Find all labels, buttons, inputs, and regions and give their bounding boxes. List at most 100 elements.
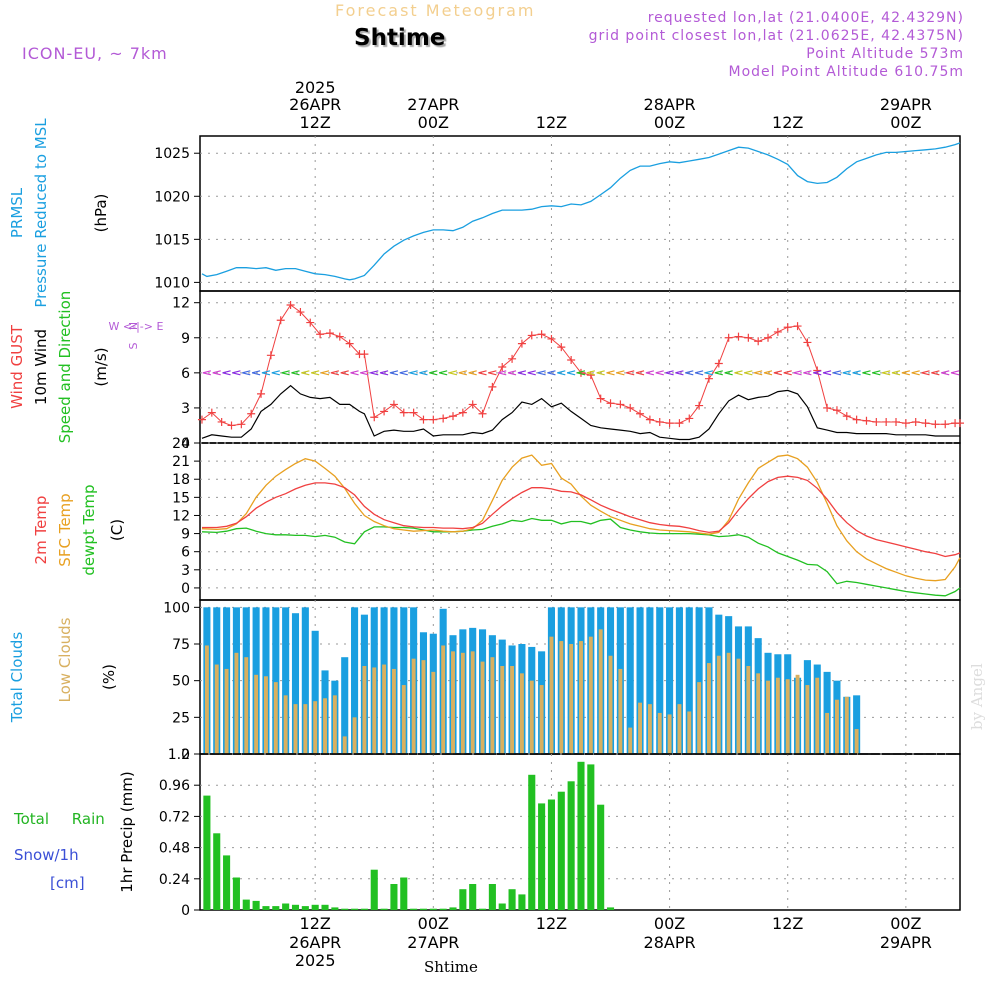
total-cloud-bar — [311, 630, 319, 754]
dewpt-label: dewpt Temp — [80, 484, 98, 575]
low-cloud-bar — [391, 668, 396, 754]
low-cloud-bar — [677, 704, 682, 754]
wind-dir-arrow — [350, 370, 359, 376]
low-cloud-bar — [834, 699, 839, 754]
rain-bar — [262, 906, 270, 910]
wind-dir-arrow — [537, 370, 546, 376]
bottom-hour-label: 00Z — [654, 914, 685, 933]
gust-marker — [399, 408, 408, 417]
wind-dir-arrow — [596, 370, 605, 376]
low-cloud-bar — [805, 685, 810, 754]
low-cloud-bar — [342, 736, 347, 754]
bottom-year-label: 2025 — [295, 951, 336, 970]
wind-dir-arrow — [655, 370, 664, 376]
rain-bar — [488, 884, 496, 910]
wind-label: 10m Wind — [32, 329, 50, 405]
gust-marker — [941, 420, 950, 429]
panel-temperature: 0 3 6 9 12 15 18 21 24 — [172, 436, 961, 601]
total-cloud-bar — [636, 607, 644, 754]
y-tick-label: 100 — [163, 600, 190, 616]
rain-bar — [272, 906, 280, 910]
low-cloud-bar — [323, 698, 327, 754]
gust-marker — [419, 415, 428, 424]
low-cloud-bar — [490, 657, 495, 754]
rain-bar — [232, 877, 240, 910]
low-cloud-bar — [667, 714, 672, 754]
low-cloud-bar — [795, 674, 800, 754]
requested-coords: requested lon,lat (21.0400E, 42.4329N) — [647, 10, 964, 26]
gust-marker — [335, 332, 344, 341]
y-tick-label: 6 — [181, 366, 190, 382]
gust-marker — [207, 408, 216, 417]
gust-marker — [547, 334, 556, 343]
gust-marker — [645, 415, 654, 424]
wind-dir-label: Speed and Direction — [56, 291, 74, 444]
low-cloud-bar — [362, 666, 367, 754]
gust-line — [201, 304, 960, 427]
wind-dir-arrow — [507, 370, 517, 376]
wind-dir-arrow — [606, 370, 615, 376]
y-tick-label: 1010 — [154, 275, 190, 291]
rain-bar — [351, 908, 359, 910]
y-tick-label: 1020 — [154, 189, 190, 205]
low-cloud-bar — [579, 641, 583, 754]
gust-marker — [439, 414, 448, 423]
bottom-date-label: 28APR — [644, 933, 696, 952]
y-tick-label: 0 — [181, 747, 190, 763]
rain-bar — [597, 804, 605, 910]
temp2m-label: 2m Temp — [32, 496, 50, 565]
wind-dir-arrow — [803, 370, 812, 376]
low-cloud-bar — [559, 641, 564, 754]
bottom-hour-label: 00Z — [890, 914, 921, 933]
rain-bar — [282, 903, 290, 910]
low-cloud-bar — [608, 655, 613, 754]
rain-bar — [203, 795, 211, 910]
low-cloud-bar — [529, 680, 534, 754]
dewpt-line — [201, 517, 961, 597]
y-tick-label: 6 — [181, 545, 190, 561]
rain-bar — [321, 904, 329, 910]
wind-dir-arrow — [616, 370, 625, 376]
low-cloud-bar — [273, 682, 278, 754]
y-tick-label: 1.2 — [168, 747, 190, 763]
gust-marker — [276, 316, 285, 325]
gust-marker — [586, 371, 595, 380]
bottom-date-label: 29APR — [880, 933, 932, 952]
top-year-label: 2025 — [295, 78, 336, 97]
low-cloud-bar — [775, 677, 780, 754]
pressure-label-long: Pressure Reduced to MSL — [32, 118, 50, 308]
low-cloud-bar — [785, 679, 790, 754]
gust-marker — [296, 308, 305, 317]
sfctemp-line — [201, 454, 961, 582]
rain-bar — [360, 908, 368, 910]
y-tick-label: 9 — [181, 527, 190, 543]
gust-marker — [508, 354, 517, 363]
total-cloud-label: Total Clouds — [8, 632, 26, 724]
sfctemp-label: SFC Temp — [56, 493, 74, 566]
panel-frame — [199, 135, 961, 292]
low-cloud-bar — [588, 636, 593, 754]
wind-dir-arrow — [202, 370, 212, 376]
rain-bar — [538, 803, 546, 910]
gust-marker — [882, 417, 891, 426]
gust-marker — [704, 374, 713, 383]
wind-dir-arrow — [498, 370, 507, 376]
low-cloud-bar — [638, 702, 643, 754]
top-date-label: 29APR — [880, 95, 932, 114]
gust-marker — [901, 419, 910, 428]
wind-dir-arrow — [832, 370, 842, 376]
gust-marker — [247, 409, 256, 418]
panel-frame — [199, 290, 961, 444]
cloud-unit: (%) — [100, 664, 118, 690]
wind-dir-arrow — [685, 370, 694, 376]
wind-dir-arrow — [704, 370, 714, 376]
gust-marker — [655, 417, 664, 426]
y-tick-label: 21 — [172, 454, 190, 470]
gust-marker — [468, 400, 477, 409]
total-cloud-bar — [282, 607, 290, 754]
low-cloud-bar — [451, 651, 455, 754]
low-cloud-bar — [519, 673, 524, 754]
model-label: ICON-EU, ~ 7km — [22, 44, 168, 63]
